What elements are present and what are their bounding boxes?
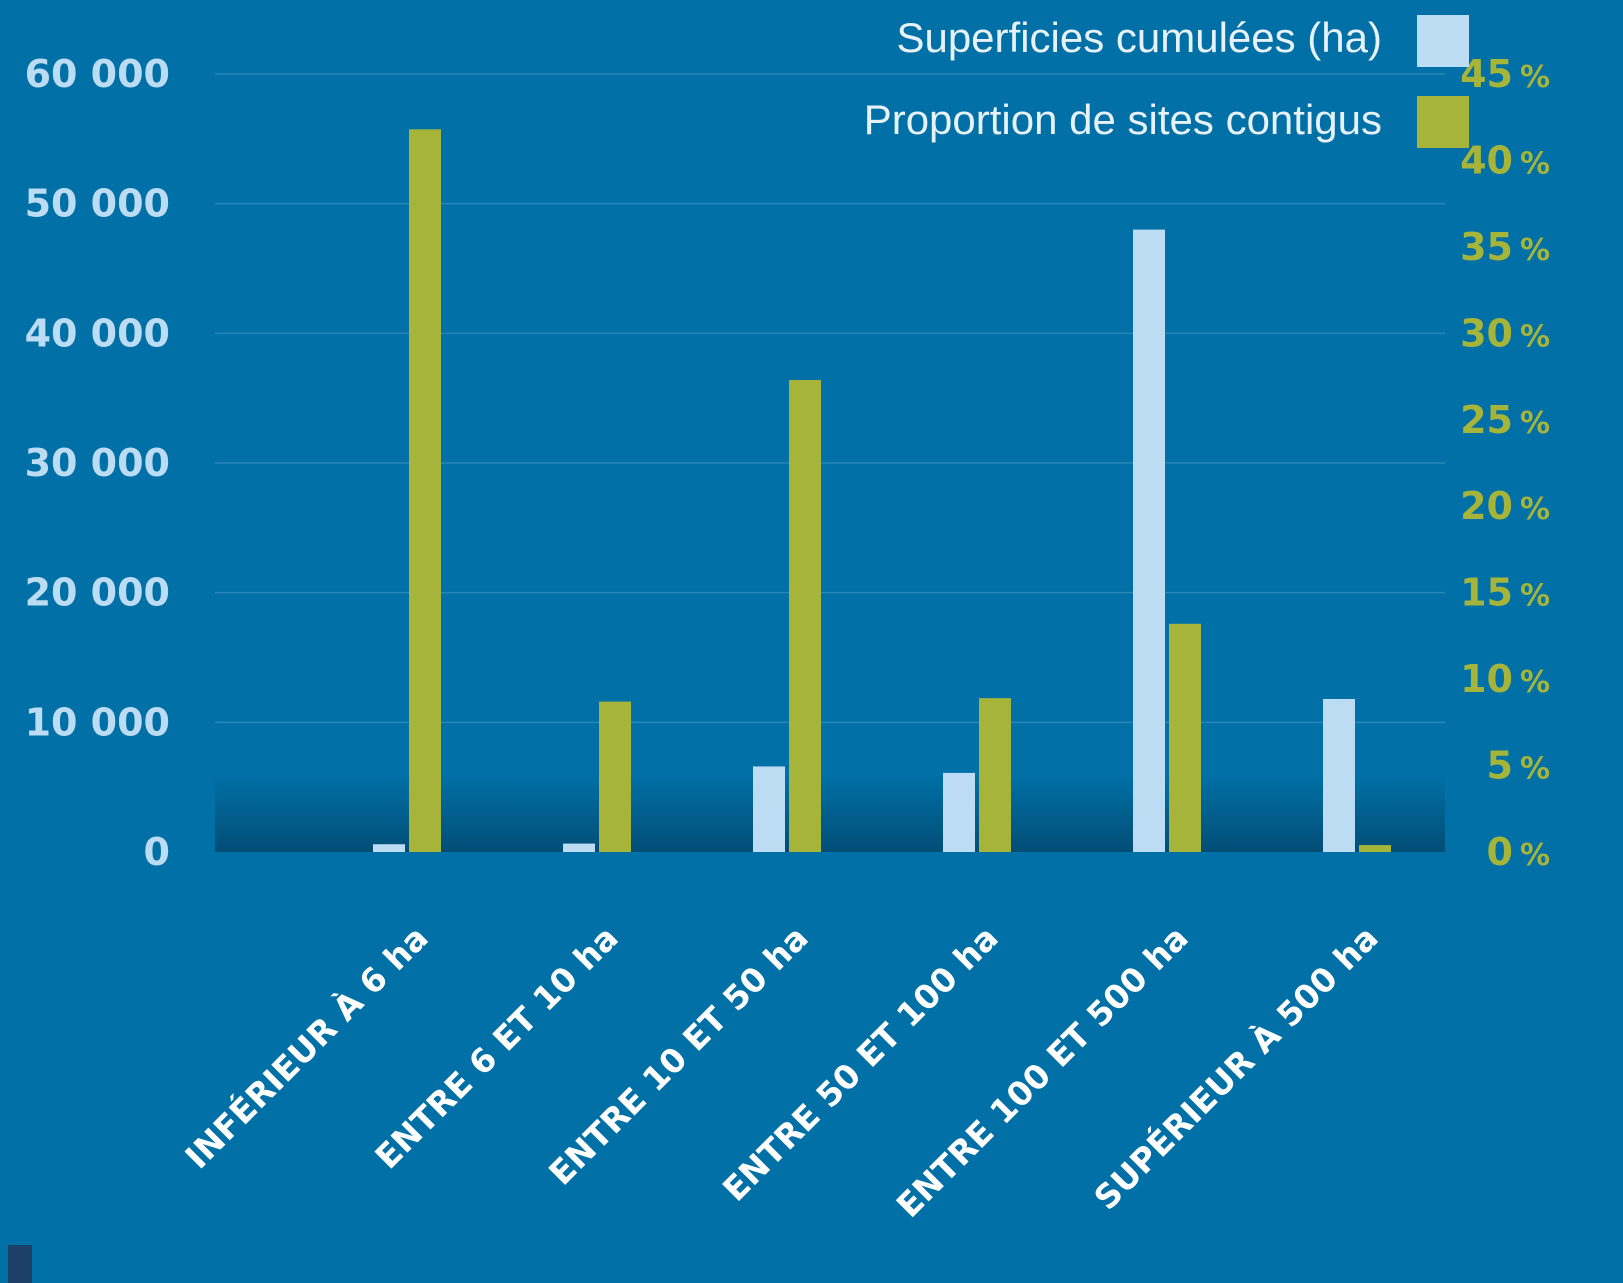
legend: Superficies cumulées (ha) Proportion de …: [864, 14, 1469, 148]
right-tick-number: 5: [1487, 744, 1513, 788]
bar-proportion: [1359, 845, 1391, 852]
bar-proportion: [979, 698, 1011, 852]
right-tick-unit: %: [1520, 319, 1550, 354]
left-tick-label: 0: [144, 830, 170, 874]
left-tick-label: 40 000: [25, 311, 170, 355]
left-tick-label: 60 000: [25, 52, 170, 96]
right-tick-number: 30: [1460, 311, 1513, 355]
corner-marker: [8, 1245, 32, 1283]
right-tick-number: 35: [1460, 225, 1513, 269]
right-tick-number: 10: [1460, 657, 1513, 701]
right-tick-number: 20: [1460, 484, 1513, 528]
right-axis: 0 %5 %10 %15 %20 %25 %30 %35 %40 %45%: [1460, 52, 1550, 874]
right-tick-label: 20: [1460, 484, 1513, 528]
right-tick-unit: %: [1520, 579, 1550, 614]
legend-swatch-surface: [1417, 15, 1469, 67]
right-tick-unit: %: [1520, 406, 1550, 441]
right-tick-unit: %: [1520, 146, 1550, 181]
bar-superficie: [563, 843, 595, 852]
right-tick-label: 15: [1460, 571, 1513, 615]
right-tick-label: 0: [1487, 830, 1513, 874]
bar-superficie: [1323, 698, 1355, 852]
right-tick-unit: %: [1520, 492, 1550, 527]
left-tick-label: 10 000: [25, 700, 170, 744]
legend-label-surface: Superficies cumulées (ha): [896, 14, 1382, 61]
left-tick-label: 50 000: [25, 182, 170, 226]
gridlines: [215, 73, 1445, 724]
bar-superficie: [1133, 229, 1165, 853]
right-tick-unit: %: [1520, 752, 1550, 787]
bar-superficie: [943, 772, 975, 852]
baseline-shadow: [215, 775, 1445, 852]
bar-superficie: [753, 766, 785, 852]
legend-swatch-proportion: [1417, 96, 1469, 148]
bar-proportion: [789, 380, 821, 852]
right-tick-number: 15: [1460, 571, 1513, 615]
right-tick-label: 30: [1460, 311, 1513, 355]
left-tick-label: 30 000: [25, 441, 170, 485]
right-tick-unit: %: [1520, 233, 1550, 268]
legend-label-proportion: Proportion de sites contigus: [864, 96, 1382, 143]
bars-group: [373, 129, 1391, 853]
right-tick-unit: %: [1520, 60, 1550, 95]
right-tick-label: 10: [1460, 657, 1513, 701]
right-tick-label: 5: [1487, 744, 1513, 788]
right-tick-label: 35: [1460, 225, 1513, 269]
left-axis: 0 10 000 20 000 30 000 40 000 50 000 60 000: [25, 52, 170, 874]
right-tick-unit: %: [1520, 665, 1550, 700]
right-tick-unit: %: [1520, 838, 1550, 873]
bar-proportion: [599, 701, 631, 852]
bar-superficie: [373, 844, 405, 852]
right-tick-number: 0: [1487, 830, 1513, 874]
left-tick-label: 20 000: [25, 571, 170, 615]
right-tick-number: 25: [1460, 398, 1513, 442]
bar-proportion: [409, 129, 441, 852]
bar-proportion: [1169, 623, 1201, 852]
right-tick-label: 25: [1460, 398, 1513, 442]
